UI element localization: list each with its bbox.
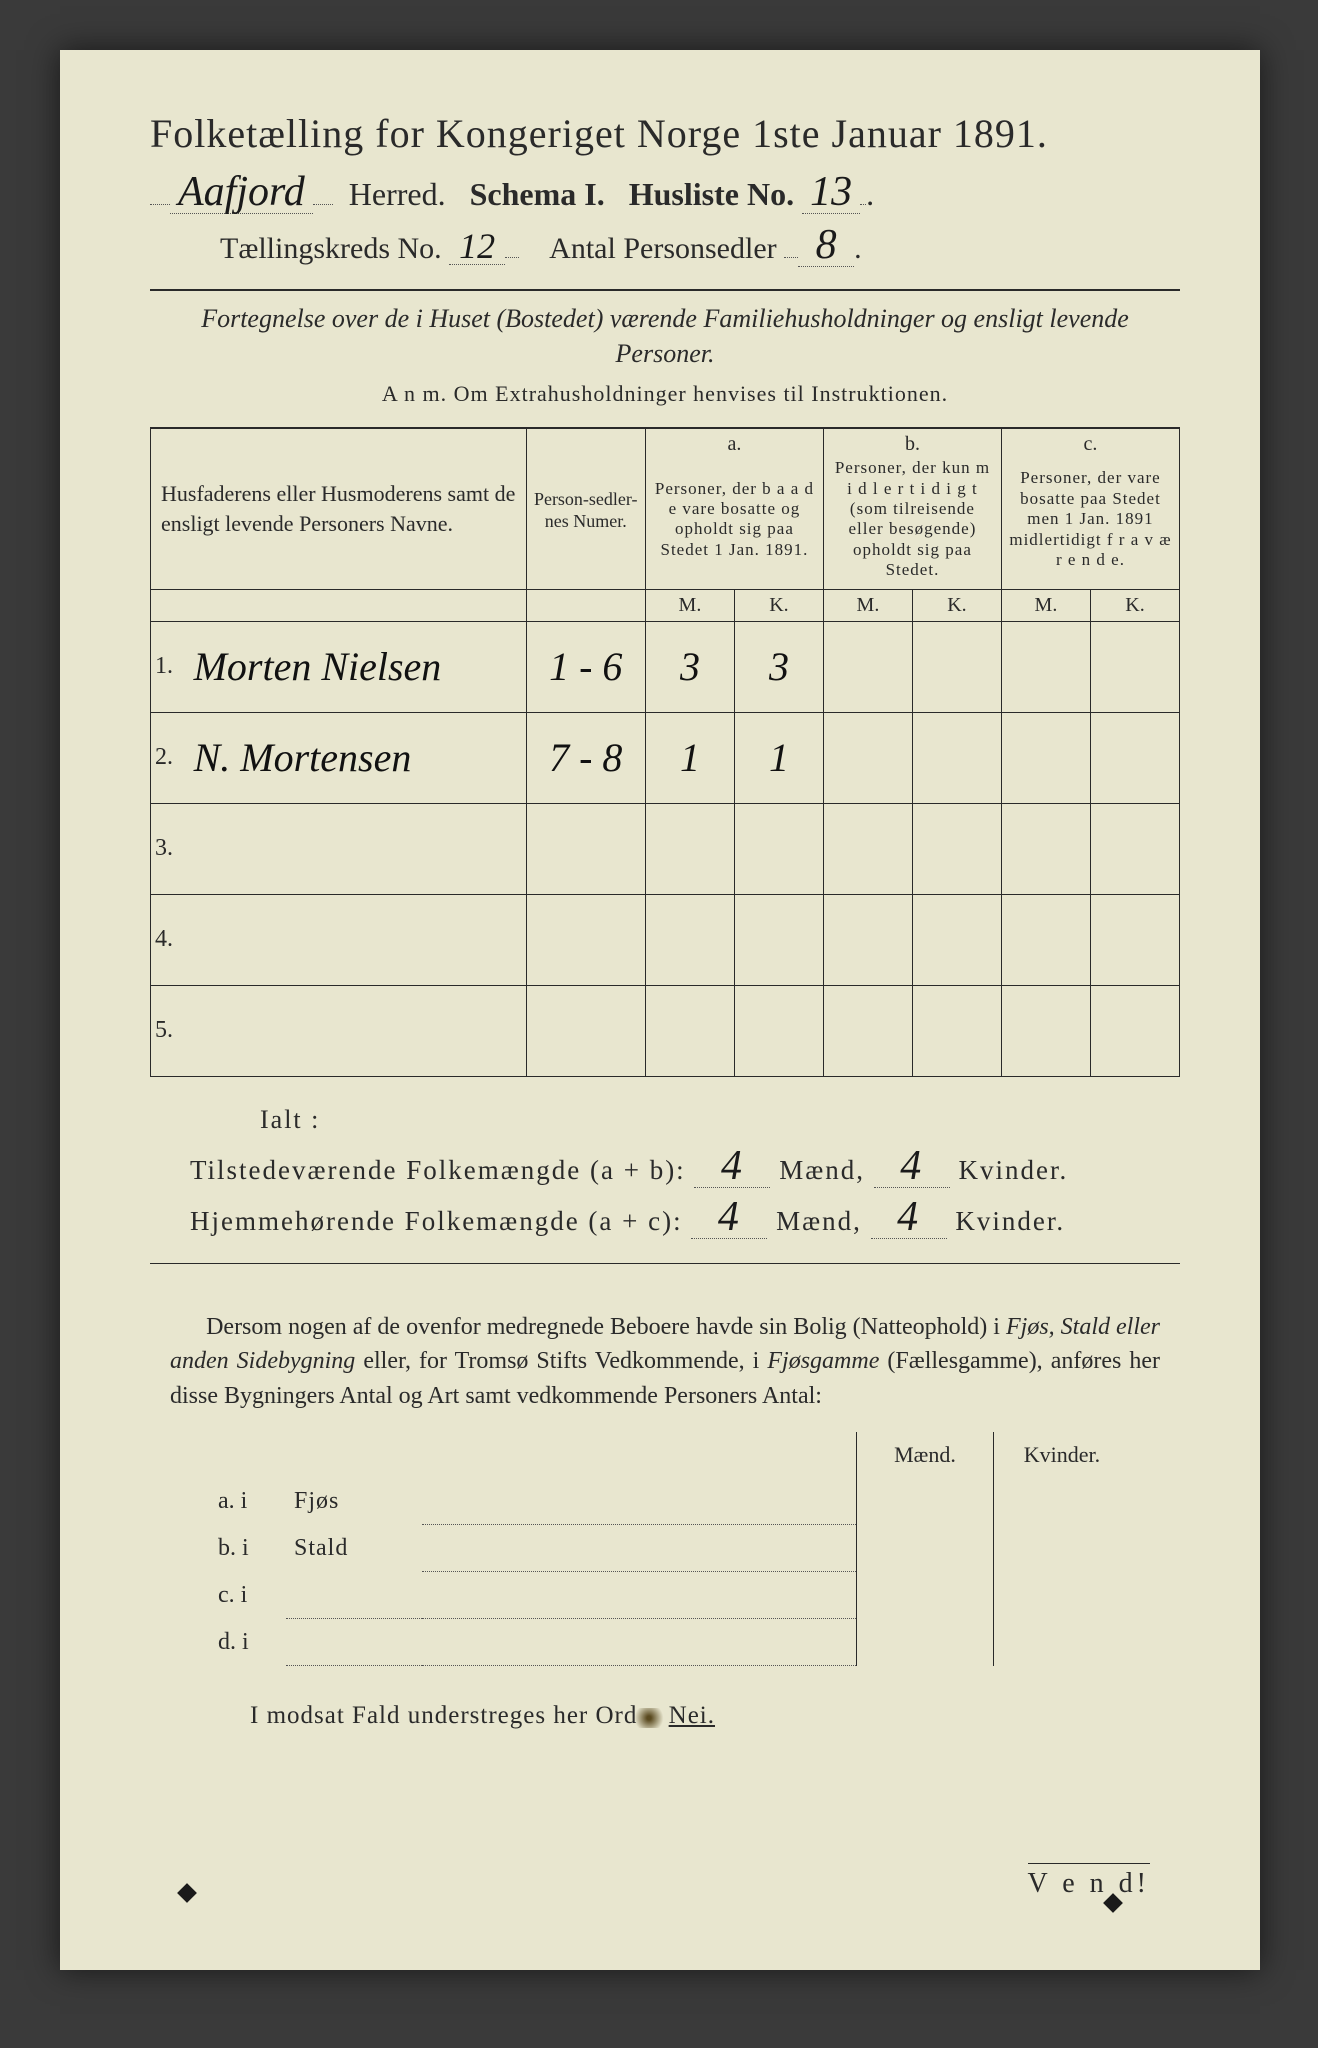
bolig-row: a. i Fjøs <box>210 1478 1130 1525</box>
vend-label: V e n d! <box>1028 1863 1150 1900</box>
herred-label: Herred. <box>349 176 446 212</box>
sum-tilstede: Tilstedeværende Folkemængde (a + b): 4 M… <box>190 1145 1180 1188</box>
bolig-row: b. i Stald <box>210 1525 1130 1572</box>
col-b-k: K. <box>912 589 1001 621</box>
census-table: Husfaderens eller Husmoderens samt de en… <box>150 427 1180 1076</box>
modsat-nei: Nei. <box>669 1702 715 1729</box>
bolig-kvinder-hdr: Kvinder. <box>994 1432 1131 1478</box>
herred-handwritten: Aafjord <box>170 171 313 214</box>
cell-aM: 1 <box>680 735 700 780</box>
col-c-desc: Personer, der vare bosatte paa Stedet me… <box>1001 456 1179 589</box>
ps-range: 1 - 6 <box>549 644 622 689</box>
antal-no: 8 <box>798 224 854 267</box>
sum-h-k: 4 <box>871 1196 947 1239</box>
ialt-label: Ialt : <box>260 1105 1180 1135</box>
maend-label: Mænd, <box>776 1206 862 1236</box>
bolig-table: Mænd. Kvinder. a. i Fjøs b. i Stald c. i… <box>210 1432 1130 1667</box>
header-line-herred: Aafjord Herred. Schema I. Husliste No. 1… <box>150 171 1180 214</box>
bolig-kind <box>286 1619 422 1666</box>
bolig-lab: d. i <box>210 1619 286 1666</box>
ps-range: 7 - 8 <box>549 735 622 780</box>
bolig-row: c. i <box>210 1572 1130 1619</box>
bolig-kind: Fjøs <box>286 1478 422 1525</box>
col-name-header: Husfaderens eller Husmoderens samt de en… <box>161 481 515 536</box>
bolig-maend-hdr: Mænd. <box>857 1432 994 1478</box>
col-b-letter: b. <box>823 428 1001 456</box>
col-ps-header: Person-sedler-nes Numer. <box>534 489 638 531</box>
bolig-row: d. i <box>210 1619 1130 1666</box>
modsat-text: I modsat Fald understreges her Ord <box>250 1702 637 1729</box>
sum-label: Hjemmehørende Folkemængde (a + c): <box>190 1206 683 1236</box>
col-a-letter: a. <box>645 428 823 456</box>
kreds-no: 12 <box>449 228 505 265</box>
row-no: 3. <box>151 803 190 894</box>
form-description: Fortegnelse over de i Huset (Bostedet) v… <box>190 301 1140 371</box>
row-no: 5. <box>151 985 190 1076</box>
kvinder-label: Kvinder. <box>955 1206 1065 1236</box>
col-a-m: M. <box>645 589 734 621</box>
person-name: N. Mortensen <box>194 735 412 780</box>
person-name: Morten Nielsen <box>194 644 442 689</box>
bolig-lab: a. i <box>210 1478 286 1525</box>
col-b-m: M. <box>823 589 912 621</box>
antal-label: Antal Personsedler <box>549 232 776 265</box>
col-b-desc: Personer, der kun m i d l e r t i d i g … <box>823 456 1001 589</box>
table-row: 4. <box>151 894 1180 985</box>
schema-label: Schema I. <box>470 176 605 212</box>
maend-label: Mænd, <box>779 1155 865 1185</box>
cell-aM: 3 <box>680 644 700 689</box>
bolig-lab: c. i <box>210 1572 286 1619</box>
table-row: 2. N. Mortensen 7 - 8 1 1 <box>151 712 1180 803</box>
col-c-m: M. <box>1001 589 1090 621</box>
form-anm: A n m. Om Extrahusholdninger henvises ti… <box>150 381 1180 407</box>
sum-t-m: 4 <box>694 1145 770 1188</box>
row-no: 4. <box>151 894 190 985</box>
corner-mark-icon <box>177 1883 197 1903</box>
row-no: 2. <box>151 712 190 803</box>
col-a-k: K. <box>734 589 823 621</box>
table-row: 3. <box>151 803 1180 894</box>
kreds-label: Tællingskreds No. <box>220 232 442 265</box>
sum-label: Tilstedeværende Folkemængde (a + b): <box>190 1155 686 1185</box>
bolig-paragraph: Dersom nogen af de ovenfor medregnede Be… <box>170 1310 1160 1414</box>
sum-t-k: 4 <box>874 1145 950 1188</box>
cell-aK: 1 <box>769 735 789 780</box>
col-c-letter: c. <box>1001 428 1179 456</box>
modsat-line: I modsat Fald understreges her Ord Nei. <box>250 1702 1180 1730</box>
header-line-kreds: Tællingskreds No. 12 Antal Personsedler … <box>220 224 1180 267</box>
bolig-kind <box>286 1572 422 1619</box>
table-row: 1. Morten Nielsen 1 - 6 3 3 <box>151 621 1180 712</box>
sum-hjemme: Hjemmehørende Folkemængde (a + c): 4 Mæn… <box>190 1196 1180 1239</box>
sum-h-m: 4 <box>691 1196 767 1239</box>
husliste-no: 13 <box>802 171 860 214</box>
col-c-k: K. <box>1090 589 1179 621</box>
husliste-label: Husliste No. <box>629 176 794 212</box>
census-form-page: Folketælling for Kongeriget Norge 1ste J… <box>60 50 1260 1970</box>
row-no: 1. <box>151 621 190 712</box>
bolig-lab: b. i <box>210 1525 286 1572</box>
ink-smudge-icon <box>631 1708 667 1728</box>
cell-aK: 3 <box>769 644 789 689</box>
table-row: 5. <box>151 985 1180 1076</box>
page-title: Folketælling for Kongeriget Norge 1ste J… <box>150 110 1180 157</box>
kvinder-label: Kvinder. <box>958 1155 1068 1185</box>
col-a-desc: Personer, der b a a d e vare bosatte og … <box>645 456 823 589</box>
bolig-kind: Stald <box>286 1525 422 1572</box>
